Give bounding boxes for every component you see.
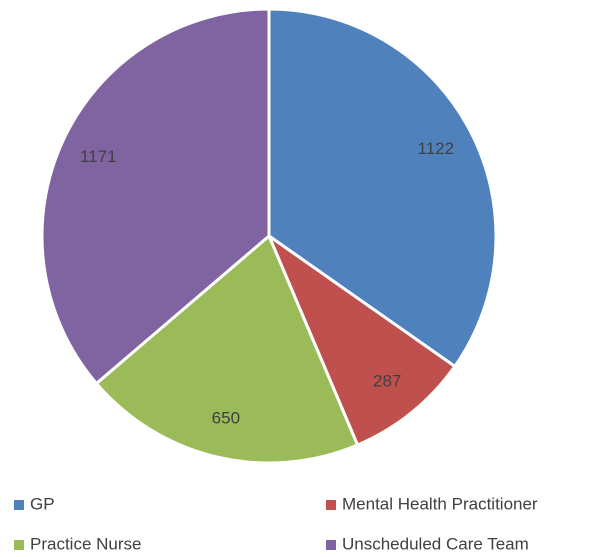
legend-marker (326, 540, 336, 550)
legend-label: GP (30, 494, 55, 513)
data-label: 650 (212, 408, 240, 427)
pie-slice (267, 7, 498, 369)
legend-marker (14, 540, 24, 550)
legend-label: Mental Health Practitioner (342, 494, 538, 513)
legend-marker (14, 500, 24, 510)
legend-marker (326, 500, 336, 510)
pie-slice (94, 233, 360, 465)
legend: GP Mental Health Practitioner Practice Nur… (14, 494, 538, 553)
data-label: 1171 (80, 147, 117, 166)
data-labels: 1122 287 650 1171 (80, 139, 454, 428)
legend-label: Practice Nurse (30, 534, 141, 553)
pie-slice (40, 7, 271, 386)
pie-slice (265, 231, 457, 447)
pie (40, 7, 498, 465)
legend-label: Unscheduled Care Team (342, 534, 529, 553)
data-label: 1122 (418, 139, 455, 158)
data-label: 287 (373, 372, 401, 391)
